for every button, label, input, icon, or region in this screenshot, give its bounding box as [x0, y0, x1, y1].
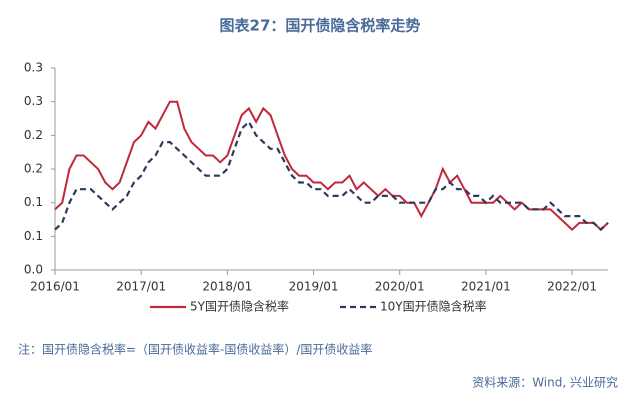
series-line — [54, 100, 609, 231]
x-tick-label: 2020/01 — [375, 280, 425, 294]
legend-label: 10Y国开债隐含税率 — [380, 299, 487, 314]
y-tick-label: 0.1 — [24, 229, 43, 243]
x-tick-label: 2018/01 — [202, 280, 252, 294]
note: 注：国开债隐含税率=（国开债收益率-国债收益率）/国开债收益率 — [18, 342, 372, 357]
y-tick-label: 0.3 — [24, 94, 43, 108]
x-tick-label: 2019/01 — [289, 280, 339, 294]
x-tick-label: 2021/01 — [461, 280, 511, 294]
chart-title: 图表27：国开债隐含税率走势 — [220, 17, 421, 35]
legend-label: 5Y国开债隐含税率 — [190, 299, 289, 314]
x-tick-label: 2016/01 — [30, 280, 80, 294]
y-tick-label: 0.2 — [24, 128, 43, 142]
y-tick-label: 0.3 — [24, 61, 43, 75]
y-tick-label: 0.0 — [24, 263, 43, 277]
x-tick-label: 2022/01 — [547, 280, 597, 294]
source: 资料来源：Wind, 兴业研究 — [472, 375, 618, 390]
y-tick-label: 0.2 — [24, 162, 43, 176]
y-tick-label: 0.1 — [24, 195, 43, 209]
series-line — [54, 120, 609, 232]
x-tick-label: 2017/01 — [116, 280, 166, 294]
